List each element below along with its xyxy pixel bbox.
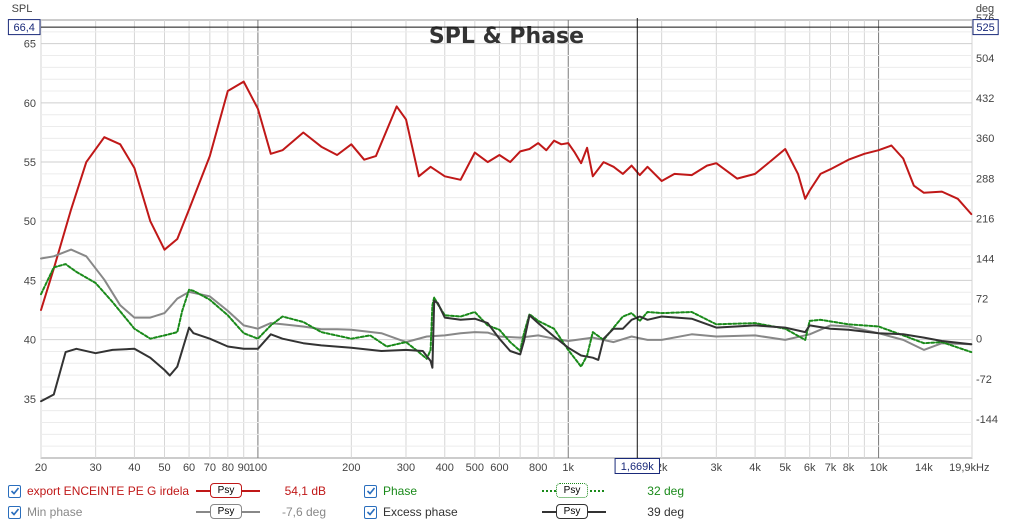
y-tick-left: 55 bbox=[24, 157, 36, 169]
y-tick-right: 0 bbox=[976, 334, 982, 346]
x-tick-label: 5k bbox=[779, 462, 791, 474]
psy-button-export[interactable]: Psy bbox=[210, 483, 242, 498]
plot-area bbox=[40, 19, 973, 459]
x-tick-label: 1k bbox=[562, 462, 574, 474]
cursor-x-readout-text: 1,669k bbox=[621, 461, 655, 473]
check-icon bbox=[366, 487, 375, 495]
x-tick-label: 6k bbox=[804, 462, 816, 474]
x-tick-label: 600 bbox=[490, 462, 508, 474]
series-line-excess-phase bbox=[40, 299, 973, 403]
legend-label-phase: Phase bbox=[383, 484, 418, 498]
legend-label-min-phase: Min phase bbox=[27, 505, 83, 519]
x-tick-label: 200 bbox=[342, 462, 360, 474]
legend-item-export[interactable]: export ENCEINTE PE G irdela bbox=[8, 481, 189, 501]
x-tick-label: 3k bbox=[711, 462, 723, 474]
x-tick-label: 50 bbox=[158, 462, 170, 474]
psy-button-excess-phase[interactable]: Psy bbox=[556, 504, 588, 519]
legend-value-excess-phase: 39 deg bbox=[647, 505, 684, 519]
x-tick-label: 8k bbox=[843, 462, 855, 474]
series-line-min-phase bbox=[40, 248, 973, 351]
checkbox-phase[interactable] bbox=[364, 484, 377, 498]
legend-item-phase[interactable]: Phase bbox=[364, 481, 417, 501]
chart-title: SPL & Phase bbox=[429, 24, 584, 49]
checkbox-min-phase[interactable] bbox=[8, 505, 21, 519]
x-tick-label: 300 bbox=[397, 462, 415, 474]
cursor-right-readout-box bbox=[972, 19, 999, 36]
x-tick-label: 90 bbox=[238, 462, 250, 474]
x-tick-label: 400 bbox=[436, 462, 454, 474]
legend-label-excess-phase: Excess phase bbox=[383, 505, 458, 519]
y-tick-left: 45 bbox=[24, 275, 36, 287]
y-tick-right: 432 bbox=[976, 93, 994, 105]
spl-phase-chart[interactable]: SPL & Phase SPL deg 35 40 45 50 55 60 65 -144 -72 0 7… bbox=[0, 0, 1024, 478]
cursor-right-readout-text: 525 bbox=[976, 22, 994, 34]
checkbox-export[interactable] bbox=[8, 484, 21, 498]
x-tick-label: 20 bbox=[35, 462, 47, 474]
x-tick-label: 80 bbox=[222, 462, 234, 474]
legend-value-phase: 32 deg bbox=[647, 484, 684, 498]
line-style-button-min-phase[interactable]: Psy bbox=[196, 502, 260, 522]
y-tick-right: 288 bbox=[976, 173, 994, 185]
checkbox-excess-phase[interactable] bbox=[364, 505, 377, 519]
line-style-button-phase[interactable]: Psy bbox=[542, 481, 606, 501]
y-tick-right: 216 bbox=[976, 213, 994, 225]
x-tick-label: 800 bbox=[529, 462, 547, 474]
cursor-x-readout: 1,669k bbox=[614, 458, 660, 474]
x-tick-label: 4k bbox=[749, 462, 761, 474]
y-tick-left: 65 bbox=[24, 39, 36, 51]
x-tick-label: 7k bbox=[825, 462, 837, 474]
cursor-x-readout-box bbox=[614, 458, 660, 474]
x-tick-label: 40 bbox=[128, 462, 140, 474]
line-style-button-export[interactable]: Psy bbox=[196, 481, 260, 501]
grid-lines bbox=[40, 20, 973, 458]
y-tick-left: 40 bbox=[24, 335, 36, 347]
y-tick-left: 35 bbox=[24, 394, 36, 406]
y-tick-right: 504 bbox=[976, 53, 994, 65]
x-tick-label: 500 bbox=[466, 462, 484, 474]
series-line-export-enceinte-pe-g-irdela bbox=[40, 80, 973, 311]
cursor-right-readout: 525 bbox=[972, 19, 999, 36]
x-tick-label: 14k bbox=[915, 462, 933, 474]
check-icon bbox=[10, 508, 19, 516]
y-tick-right: -72 bbox=[976, 374, 992, 386]
series-line-phase bbox=[40, 263, 973, 368]
legend: export ENCEINTE PE G irdela Psy 54,1 dB … bbox=[0, 478, 1024, 527]
y-axis-label-right: deg bbox=[976, 3, 994, 15]
legend-label-export: export ENCEINTE PE G irdela bbox=[27, 484, 190, 498]
legend-item-min-phase[interactable]: Min phase bbox=[8, 502, 82, 522]
psy-button-phase[interactable]: Psy bbox=[556, 483, 588, 498]
y-tick-left: 60 bbox=[24, 98, 36, 110]
cursor-left-readout: 66,4 bbox=[7, 19, 41, 36]
line-style-button-excess-phase[interactable]: Psy bbox=[542, 502, 606, 522]
y-tick-right: 360 bbox=[976, 133, 994, 145]
check-icon bbox=[10, 487, 19, 495]
x-tick-label: 19,9kHz bbox=[949, 462, 989, 474]
cursor-left-readout-box bbox=[7, 19, 41, 36]
cursor-left-readout-text: 66,4 bbox=[13, 22, 34, 34]
x-tick-label: 30 bbox=[90, 462, 102, 474]
psy-button-min-phase[interactable]: Psy bbox=[210, 504, 242, 519]
x-tick-label: 100 bbox=[249, 462, 267, 474]
legend-item-excess-phase[interactable]: Excess phase bbox=[364, 502, 458, 522]
x-tick-label: 60 bbox=[183, 462, 195, 474]
y-tick-right: 144 bbox=[976, 254, 994, 266]
y-tick-right: -144 bbox=[976, 414, 998, 426]
x-tick-label: 10k bbox=[870, 462, 888, 474]
x-tick-label: 70 bbox=[204, 462, 216, 474]
legend-value-min-phase: -7,6 deg bbox=[281, 505, 326, 519]
check-icon bbox=[366, 508, 375, 516]
legend-value-export: 54,1 dB bbox=[284, 484, 326, 498]
y-tick-right: 72 bbox=[976, 294, 988, 306]
y-axis-label-left: SPL bbox=[12, 3, 33, 15]
y-tick-left: 50 bbox=[24, 216, 36, 228]
